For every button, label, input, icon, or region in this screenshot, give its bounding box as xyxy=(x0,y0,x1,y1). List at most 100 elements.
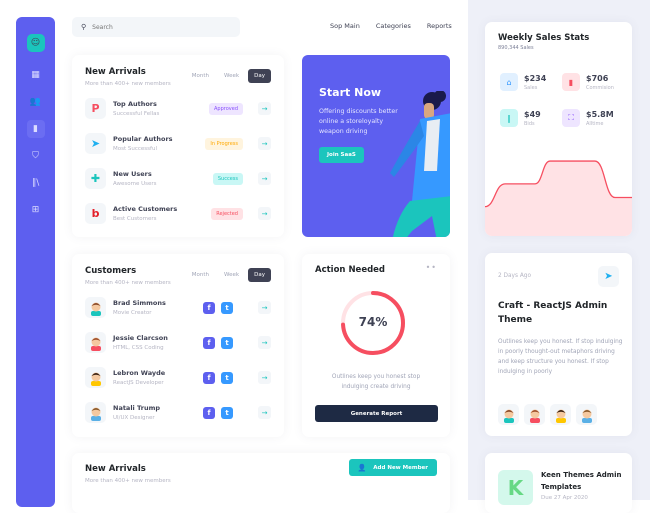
item-title[interactable]: Active Customers xyxy=(113,205,178,213)
add-user-icon: 👤 xyxy=(357,463,367,472)
stat-item: ⌂ $234 Sales xyxy=(500,73,562,91)
promo-card: Start Now Offering discounts better onli… xyxy=(302,55,450,237)
card-title: Weekly Sales Stats xyxy=(498,33,590,43)
table-row: Brad Simmons Movie Creator f t → xyxy=(85,290,271,325)
arrow-right-icon[interactable]: → xyxy=(258,172,271,185)
facebook-icon[interactable]: f xyxy=(203,301,215,314)
customer-role: HTML, CSS Coding xyxy=(113,345,164,351)
status-badge: Success xyxy=(212,172,243,185)
list-item: ➤ Popular Authors Most Successful In Prog… xyxy=(85,126,271,161)
users-icon[interactable]: 👥 xyxy=(29,97,42,107)
b-logo-icon: b xyxy=(85,203,106,224)
card-title: New Arrivals xyxy=(85,464,146,474)
arrow-right-icon[interactable]: → xyxy=(258,371,271,384)
search-input[interactable] xyxy=(92,23,223,31)
facebook-icon[interactable]: f xyxy=(203,406,215,419)
avatar[interactable] xyxy=(524,404,545,425)
item-title[interactable]: New Users xyxy=(113,170,152,178)
arrow-right-icon[interactable]: → xyxy=(258,207,271,220)
add-new-member-button[interactable]: 👤 Add New Member xyxy=(348,459,437,476)
twitter-icon[interactable]: t xyxy=(221,406,233,419)
avatar[interactable]: ☺ xyxy=(26,34,45,52)
expand-icon: ⛶ xyxy=(562,109,580,127)
item-title[interactable]: Top Authors xyxy=(113,100,157,108)
arrow-right-icon[interactable]: → xyxy=(258,406,271,419)
customers-card: Customers More than 400+ new members Mon… xyxy=(72,254,284,437)
sidebar: ☺ ▦ 👥 ▮ ⛉ ∥\ ⊞ xyxy=(16,17,55,507)
keen-due: Due 27 Apr 2020 xyxy=(541,495,588,501)
more-icon[interactable]: •• xyxy=(425,263,437,272)
nav-sop-main[interactable]: Sop Main xyxy=(330,22,360,30)
post-text: Outlines keep you honest. If stop indulg… xyxy=(498,339,623,375)
tab-month[interactable]: Month xyxy=(191,272,210,278)
join-saas-button[interactable]: Join SaaS xyxy=(319,147,364,163)
avatar xyxy=(85,402,106,423)
avatar[interactable] xyxy=(498,404,519,425)
generate-report-button[interactable]: Generate Report xyxy=(315,405,438,422)
telegram-icon: ➤ xyxy=(598,266,619,287)
chart-icon[interactable]: ▮ xyxy=(26,120,45,138)
arrow-right-icon[interactable]: → xyxy=(258,336,271,349)
status-badge: Rejected xyxy=(211,207,243,220)
avatar xyxy=(85,367,106,388)
customer-name[interactable]: Natali Trump xyxy=(113,404,161,412)
customer-role: Movie Creator xyxy=(113,310,152,316)
tab-month[interactable]: Month xyxy=(191,73,210,79)
stat-item: ⛶ $5.8M Alltime xyxy=(562,109,624,127)
search-bar[interactable]: ⚲ xyxy=(72,17,240,37)
status-badge: In Progress xyxy=(205,137,243,150)
card-subtitle: More than 400+ new members xyxy=(85,81,171,87)
table-row: Lebron Wayde ReactJS Developer f t → xyxy=(85,360,271,395)
arrow-right-icon[interactable]: → xyxy=(258,301,271,314)
card-title: Customers xyxy=(85,266,137,276)
item-subtitle: Successful Fellas xyxy=(113,111,160,117)
nav-categories[interactable]: Categories xyxy=(375,22,411,30)
new-arrivals-members-card: New Arrivals More than 400+ new members … xyxy=(72,453,450,513)
customer-name[interactable]: Jessie Clarcson xyxy=(113,334,168,342)
avatar[interactable] xyxy=(550,404,571,425)
arrow-right-icon[interactable]: → xyxy=(258,137,271,150)
twitter-icon[interactable]: t xyxy=(221,371,233,384)
new-arrivals-card: New Arrivals More than 400+ new members … xyxy=(72,55,284,237)
action-text: Outlines keep you honest stop indulging … xyxy=(331,374,421,390)
stat-value: $234 xyxy=(524,73,547,83)
customer-name[interactable]: Brad Simmons xyxy=(113,299,166,307)
library-icon[interactable]: ∥\ xyxy=(31,178,40,188)
keen-title[interactable]: Keen Themes Admin Templates xyxy=(541,471,622,491)
sales-area-chart xyxy=(485,160,632,236)
table-row: Jessie Clarcson HTML, CSS Coding f t → xyxy=(85,325,271,360)
tab-week[interactable]: Week xyxy=(224,272,240,278)
tab-day[interactable]: Day xyxy=(248,268,271,282)
post-title[interactable]: Craft - ReactJS Admin Theme xyxy=(498,301,608,325)
twitter-icon[interactable]: t xyxy=(221,336,233,349)
file-plus-icon[interactable]: ⊞ xyxy=(31,205,40,215)
stat-item: ▮ $706 Commision xyxy=(562,73,624,91)
stat-label: Bids xyxy=(524,120,535,127)
tab-day[interactable]: Day xyxy=(248,69,271,83)
progress-ring xyxy=(341,291,405,355)
stat-item: ∥ $49 Bids xyxy=(500,109,562,127)
twitter-icon[interactable]: t xyxy=(221,301,233,314)
shield-icon[interactable]: ⛉ xyxy=(32,151,39,161)
grid-icon[interactable]: ▦ xyxy=(31,70,40,80)
stat-value: $706 xyxy=(586,73,609,83)
chart-line xyxy=(485,160,632,208)
action-needed-card: Action Needed •• 74% Outlines keep you h… xyxy=(302,254,450,437)
customer-name[interactable]: Lebron Wayde xyxy=(113,369,166,377)
puzzle-logo-icon: ✚ xyxy=(85,168,106,189)
card-subtitle: More than 400+ new members xyxy=(85,280,171,286)
tab-week[interactable]: Week xyxy=(224,73,240,79)
arrow-right-icon[interactable]: → xyxy=(258,102,271,115)
avatar xyxy=(85,297,106,318)
list-item: ✚ New Users Awesome Users Success → xyxy=(85,161,271,196)
nav-reports[interactable]: Reports xyxy=(426,22,452,30)
item-title[interactable]: Popular Authors xyxy=(113,135,173,143)
stat-label: Alltime xyxy=(586,120,604,127)
facebook-icon[interactable]: f xyxy=(203,336,215,349)
post-time: 2 Days Ago xyxy=(498,273,532,279)
item-subtitle: Best Customers xyxy=(113,216,157,222)
keen-logo: K xyxy=(498,470,533,505)
avatar[interactable] xyxy=(576,404,597,425)
library-icon: ∥ xyxy=(500,109,518,127)
facebook-icon[interactable]: f xyxy=(203,371,215,384)
